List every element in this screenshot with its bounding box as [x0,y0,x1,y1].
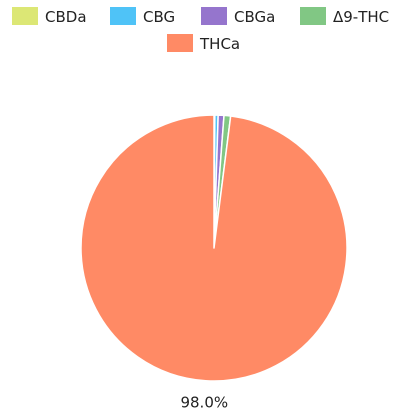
pie-slices [80,114,348,382]
pie-slice-thca[interactable] [80,114,348,382]
legend-label-cbg: CBG [143,8,175,26]
legend-swatch-9-thc [300,7,326,25]
legend-label-9-thc: Δ9-THC [333,8,389,26]
legend-item-thca[interactable]: THCa [167,34,240,53]
legend-item-cbga[interactable]: CBGa [201,7,275,26]
legend-item-9-thc[interactable]: Δ9-THC [300,7,389,26]
legend-item-cbg[interactable]: CBG [110,7,175,26]
legend-item-cbda[interactable]: CBDa [12,7,87,26]
legend-swatch-cbga [201,7,227,25]
legend-label-cbga: CBGa [234,8,275,26]
data-label-thca: 98.0% [180,394,228,410]
legend-label-thca: THCa [199,35,240,53]
legend-swatch-thca [167,34,193,52]
legend-swatch-cbg [110,7,136,25]
legend-swatch-cbda [12,7,38,25]
legend-label-cbda: CBDa [45,8,87,26]
legend: CBDa CBG CBGa Δ9-THC THCa [12,7,389,53]
data-labels: 98.0% [180,394,228,410]
